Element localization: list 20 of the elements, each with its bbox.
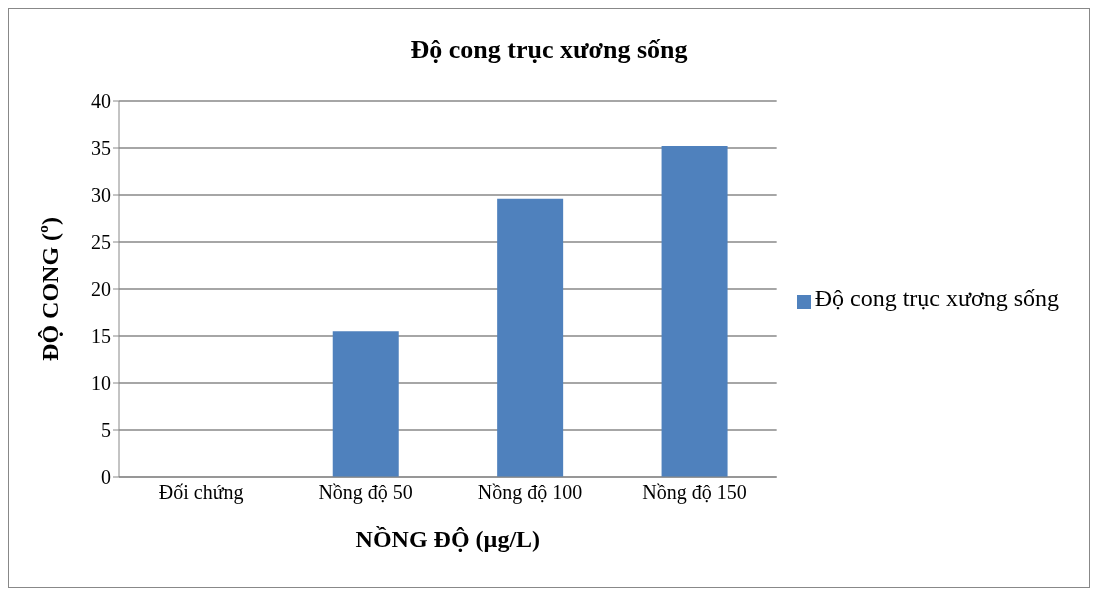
x-tick-label: Nồng độ 50 — [318, 481, 413, 505]
y-axis-title: ĐỘ CONG (º) — [36, 217, 63, 361]
y-tick-label: 40 — [91, 90, 111, 113]
y-tick-label: 30 — [91, 184, 111, 207]
y-tick-label: 15 — [91, 325, 111, 348]
bar — [661, 146, 728, 477]
bar — [497, 198, 564, 477]
y-tick-label: 35 — [91, 137, 111, 160]
chart-title: Độ cong trục xương sống — [409, 35, 689, 65]
y-tick-label: 25 — [91, 231, 111, 254]
y-tick-label: 10 — [91, 372, 111, 395]
x-axis-title: NỒNG ĐỘ (µg/L) — [355, 526, 541, 552]
bar — [332, 331, 399, 477]
x-tick-label: Nồng độ 150 — [642, 481, 747, 505]
y-tick-label: 0 — [101, 466, 111, 489]
x-tick-label: Nồng độ 100 — [477, 481, 583, 505]
y-tick-label: 20 — [91, 278, 111, 301]
y-tick-label: 5 — [101, 419, 111, 442]
legend-label: Độ cong trục xương sống — [814, 284, 1059, 311]
x-tick-label: Đối chứng — [158, 481, 244, 505]
